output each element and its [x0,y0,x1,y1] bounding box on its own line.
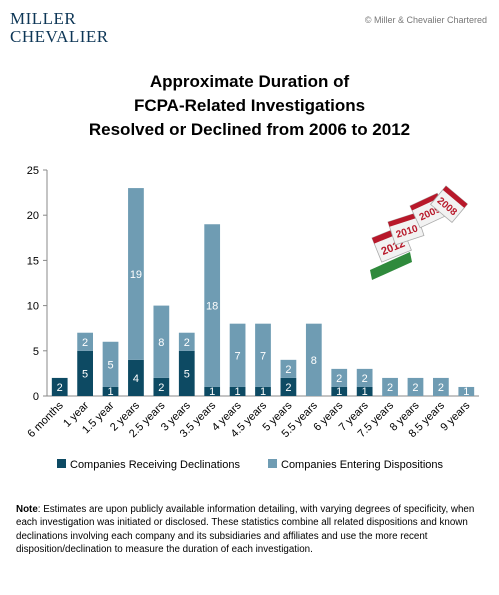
x-tick-label: 9 years [438,399,472,433]
legend-label-declinations: Companies Receiving Declinations [70,459,240,471]
bar-dispositions [178,332,195,351]
data-label: 1 [463,386,469,398]
bar-declinations [255,386,271,396]
data-label: 2 [285,364,291,376]
legend-swatch-declinations [57,459,66,468]
data-label: 4 [133,373,139,385]
bar-declinations [280,377,297,396]
bar-dispositions [153,305,170,378]
bar-declinations [331,386,348,396]
data-label: 1 [235,386,241,398]
y-tick-label: 20 [27,210,39,222]
data-label: 8 [311,355,317,367]
bar-dispositions [280,359,297,378]
bar-declinations [229,386,246,396]
bar-dispositions [255,323,271,387]
data-label: 19 [130,269,142,281]
data-label: 2 [336,373,342,385]
bar-dispositions [204,224,221,387]
data-label: 1 [260,386,266,398]
data-label: 1 [362,386,368,398]
data-label: 2 [158,382,164,394]
data-label: 2 [387,382,393,394]
copyright-text: © Miller & Chevalier Chartered [364,15,487,25]
bar-dispositions [356,368,373,387]
data-label: 1 [336,386,342,398]
footnote-text: : Estimates are upon publicly available … [16,504,475,556]
logo-line-2: CHEVALIER [10,27,109,46]
calendar-pages-illustration: 2012 2010 2009 2008 [370,185,469,280]
data-label: 1 [209,386,215,398]
data-label: 5 [82,368,88,380]
y-tick-label: 10 [27,301,39,313]
chart-title-line-2: FCPA-Related Investigations [133,96,366,115]
footnote-label: Note [16,504,38,515]
data-label: 7 [235,350,241,362]
x-tick-label: 6 months [25,399,66,440]
bar-dispositions [458,386,475,396]
data-label: 5 [184,368,190,380]
logo-line-1: MILLER [10,9,77,28]
legend-label-dispositions: Companies Entering Dispositions [281,459,444,471]
data-label: 2 [412,382,418,394]
data-label: 7 [260,350,266,362]
data-label: 1 [107,386,113,398]
legend-swatch-dispositions [268,459,277,468]
chart-title-line-1: Approximate Duration of [149,72,350,91]
data-label: 2 [57,382,63,394]
bar-declinations [128,359,144,396]
y-tick-label: 25 [27,165,39,177]
bar-dispositions [433,377,449,396]
bar-declinations [51,377,68,396]
bar-dispositions [407,377,424,396]
bar-dispositions [229,323,246,387]
chart-legend: Companies Receiving Declinations Companie… [57,459,444,471]
bar-dispositions [305,323,322,396]
data-label: 2 [184,337,190,349]
footnote: Note: Estimates are upon publicly availa… [16,503,486,557]
data-label: 2 [285,382,291,394]
bar-dispositions [128,188,144,360]
chart-title: Approximate Duration of FCPA-Related Inv… [0,70,499,142]
data-label: 18 [206,301,218,313]
bar-dispositions [77,332,93,351]
data-label: 5 [107,359,113,371]
data-label: 2 [82,337,88,349]
bar-dispositions [331,368,348,387]
bar-declinations [102,386,119,396]
company-logo: MILLER CHEVALIER [10,10,109,46]
bar-declinations [153,377,170,396]
bar-declinations [204,386,221,396]
y-tick-label: 0 [33,391,39,403]
bar-declinations [178,350,195,396]
y-tick-label: 15 [27,255,39,267]
bar-dispositions [382,377,398,396]
bar-declinations [77,350,93,396]
bar-dispositions [102,341,119,387]
data-label: 2 [438,382,444,394]
data-label: 2 [362,373,368,385]
data-label: 8 [158,337,164,349]
y-tick-label: 5 [33,346,39,358]
bar-declinations [356,386,373,396]
chart-title-line-3: Resolved or Declined from 2006 to 2012 [88,120,411,139]
